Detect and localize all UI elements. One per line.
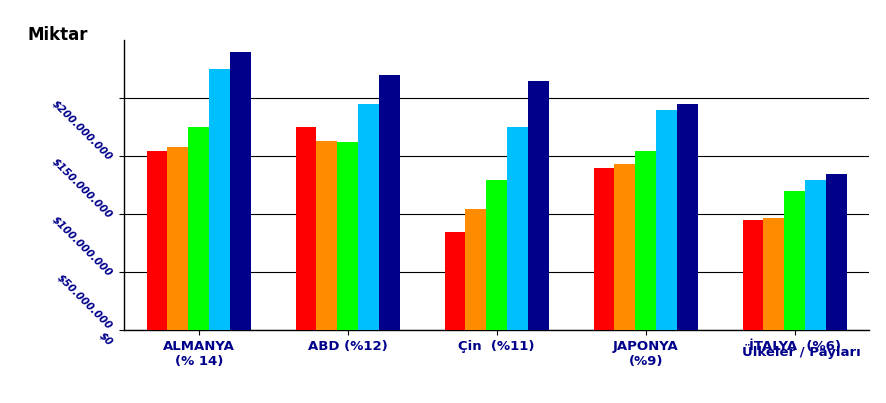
Bar [527,81,548,330]
Bar [295,127,316,330]
Bar [634,151,656,330]
Bar [316,141,337,330]
Bar [444,232,465,330]
Bar [167,147,188,330]
Text: Miktar: Miktar [27,26,88,44]
Bar [209,69,229,330]
Bar [593,168,614,330]
Bar [188,127,209,330]
Bar [676,104,697,330]
Bar [783,191,804,330]
Bar [465,209,486,330]
Bar [146,151,167,330]
Bar [507,127,527,330]
Bar [804,180,825,330]
Bar [358,104,378,330]
Bar [825,174,846,330]
Text: Ülkeler / Payları: Ülkeler / Payları [741,344,859,359]
Bar [763,218,783,330]
Bar [656,110,676,330]
Bar [229,52,251,330]
Bar [378,75,400,330]
Bar [486,180,507,330]
Bar [614,164,634,330]
Bar [742,220,763,330]
Bar [337,142,358,330]
